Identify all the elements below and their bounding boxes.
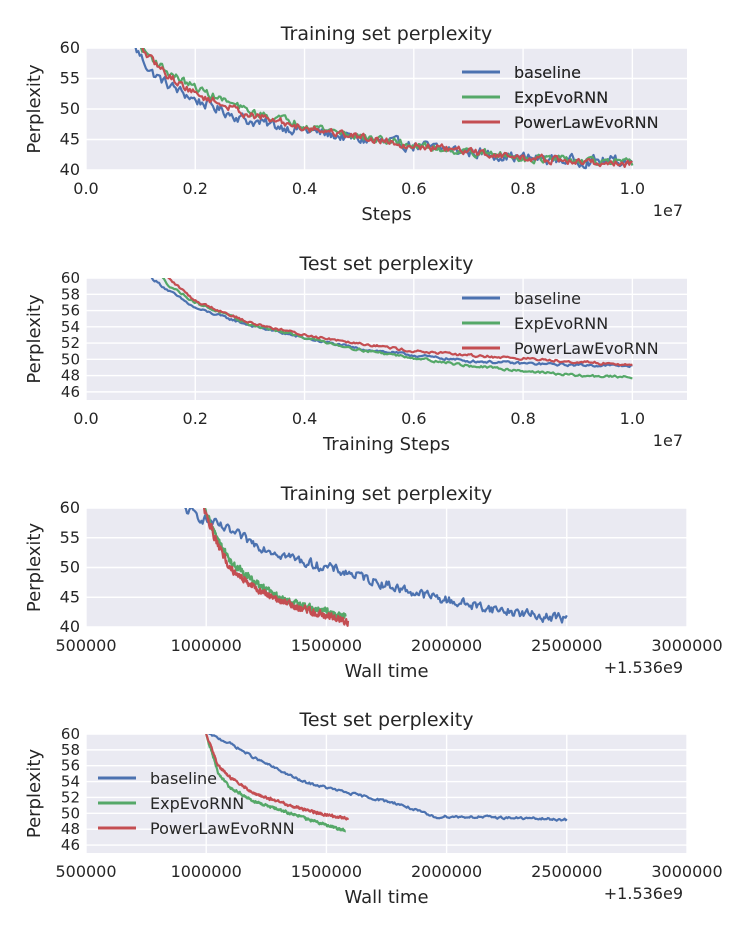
y-tick-label: 40	[60, 617, 80, 636]
y-tick-label: 50	[60, 558, 80, 577]
series-line-PowerLawEvoRNN	[205, 734, 350, 821]
x-tick-label: 3000000	[651, 862, 722, 881]
y-tick-label: 40	[60, 160, 80, 179]
y-tick-label: 58	[61, 285, 80, 303]
x-axis-label: Wall time	[344, 661, 428, 682]
x-tick-label: 2000000	[411, 636, 482, 655]
x-tick-label: 0.8	[510, 179, 535, 198]
series-line-baseline	[184, 508, 568, 624]
legend-label-PowerLawEvoRNN: PowerLawEvoRNN	[514, 113, 659, 132]
y-tick-label: 46	[61, 836, 80, 854]
y-tick-label: 45	[60, 130, 80, 149]
y-tick-label: 56	[61, 302, 80, 320]
y-axis-label: Perplexity	[24, 294, 45, 384]
x-tick-label: 0.2	[183, 179, 208, 198]
y-tick-label: 54	[61, 318, 80, 336]
series-line-ExpEvoRNN	[205, 734, 347, 833]
legend-label-ExpEvoRNN: ExpEvoRNN	[514, 88, 608, 107]
x-offset-label: +1.536e9	[604, 884, 683, 903]
series-line-baseline	[208, 734, 568, 822]
x-tick-label: 0.0	[73, 179, 98, 198]
series-line-baseline	[150, 278, 633, 369]
x-tick-label: 0.4	[292, 409, 317, 428]
y-axis-label: Perplexity	[24, 749, 45, 839]
legend-label-ExpEvoRNN: ExpEvoRNN	[514, 314, 608, 333]
x-tick-label: 2500000	[531, 636, 602, 655]
x-offset-label: 1e7	[653, 201, 683, 220]
x-tick-label: 1000000	[171, 862, 242, 881]
x-tick-label: 0.2	[183, 409, 208, 428]
x-tick-label: 1.0	[620, 409, 645, 428]
x-axis-label: Training Steps	[322, 434, 450, 455]
series-line-PowerLawEvoRNN	[141, 48, 633, 168]
series-line-PowerLawEvoRNN	[202, 508, 350, 627]
y-tick-label: 54	[61, 773, 80, 791]
x-tick-label: 1.0	[620, 179, 645, 198]
series-line-ExpEvoRNN	[139, 48, 634, 167]
y-axis-label: Perplexity	[24, 523, 45, 613]
chart-title: Training set perplexity	[280, 483, 493, 505]
x-tick-label: 0.6	[401, 409, 426, 428]
x-tick-label: 0.4	[292, 179, 317, 198]
legend-label-baseline: baseline	[514, 63, 581, 82]
y-tick-label: 48	[61, 367, 80, 385]
legend-label-PowerLawEvoRNN: PowerLawEvoRNN	[150, 819, 295, 838]
x-tick-label: 0.0	[73, 409, 98, 428]
legend: baseline ExpEvoRNN PowerLawEvoRNN	[462, 289, 659, 358]
series-line-PowerLawEvoRNN	[167, 278, 633, 367]
series-line-ExpEvoRNN	[161, 278, 633, 380]
y-tick-label: 60	[60, 38, 80, 57]
series-line-ExpEvoRNN	[203, 508, 347, 620]
x-axis-label: Wall time	[344, 887, 428, 908]
x-tick-label: 2500000	[531, 862, 602, 881]
y-tick-label: 50	[60, 99, 80, 118]
chart-panel-1: Training set perplexity 40 45 50 55 60 0.0 0.2 0…	[24, 23, 687, 225]
y-tick-label: 55	[60, 528, 80, 547]
legend-label-PowerLawEvoRNN: PowerLawEvoRNN	[514, 113, 659, 132]
y-tick-label: 48	[61, 820, 80, 838]
y-tick-label: 52	[61, 788, 80, 806]
y-tick-label: 55	[60, 69, 80, 88]
plot-background	[86, 734, 687, 853]
x-tick-label: 0.8	[510, 409, 535, 428]
x-tick-label: 500000	[55, 862, 116, 881]
y-axis-label: Perplexity	[24, 64, 45, 154]
y-tick-label: 60	[61, 725, 80, 743]
x-axis-label: Steps	[361, 204, 411, 225]
x-tick-label: 0.6	[401, 179, 426, 198]
legend-label-PowerLawEvoRNN: PowerLawEvoRNN	[514, 339, 659, 358]
y-tick-label: 60	[61, 269, 80, 287]
chart-panel-3: Training set perplexity 40 45 50 55 60 500000 1…	[24, 63, 723, 682]
legend-label-baseline: baseline	[514, 289, 581, 308]
legend: baseline ExpEvoRNN PowerLawEvoRNN	[98, 769, 295, 838]
y-tick-label: 50	[61, 804, 80, 822]
x-offset-label: 1e7	[653, 431, 683, 450]
legend-label-baseline: baseline	[150, 769, 217, 788]
legend: baseline ExpEvoRNN PowerLawEvoRNN	[462, 63, 659, 132]
x-tick-label: 1500000	[291, 862, 362, 881]
chart-title: Training set perplexity	[280, 23, 493, 45]
legend-label-baseline: baseline	[514, 63, 581, 82]
x-tick-label: 3000000	[651, 636, 722, 655]
chart-title: Test set perplexity	[298, 253, 473, 275]
y-tick-label: 56	[61, 757, 80, 775]
y-tick-label: 58	[61, 741, 80, 759]
y-tick-label: 45	[60, 587, 80, 606]
legend-label-ExpEvoRNN: ExpEvoRNN	[514, 88, 608, 107]
y-tick-label: 46	[61, 383, 80, 401]
legend-label-ExpEvoRNN: ExpEvoRNN	[150, 794, 244, 813]
x-tick-label: 2000000	[411, 862, 482, 881]
y-tick-label: 60	[60, 498, 80, 517]
x-offset-label: +1.536e9	[604, 658, 683, 677]
x-tick-label: 1500000	[291, 636, 362, 655]
y-tick-label: 52	[61, 334, 80, 352]
x-tick-label: 500000	[55, 636, 116, 655]
y-tick-label: 50	[61, 350, 80, 368]
chart-title: Test set perplexity	[298, 709, 473, 731]
x-tick-label: 1000000	[171, 636, 242, 655]
